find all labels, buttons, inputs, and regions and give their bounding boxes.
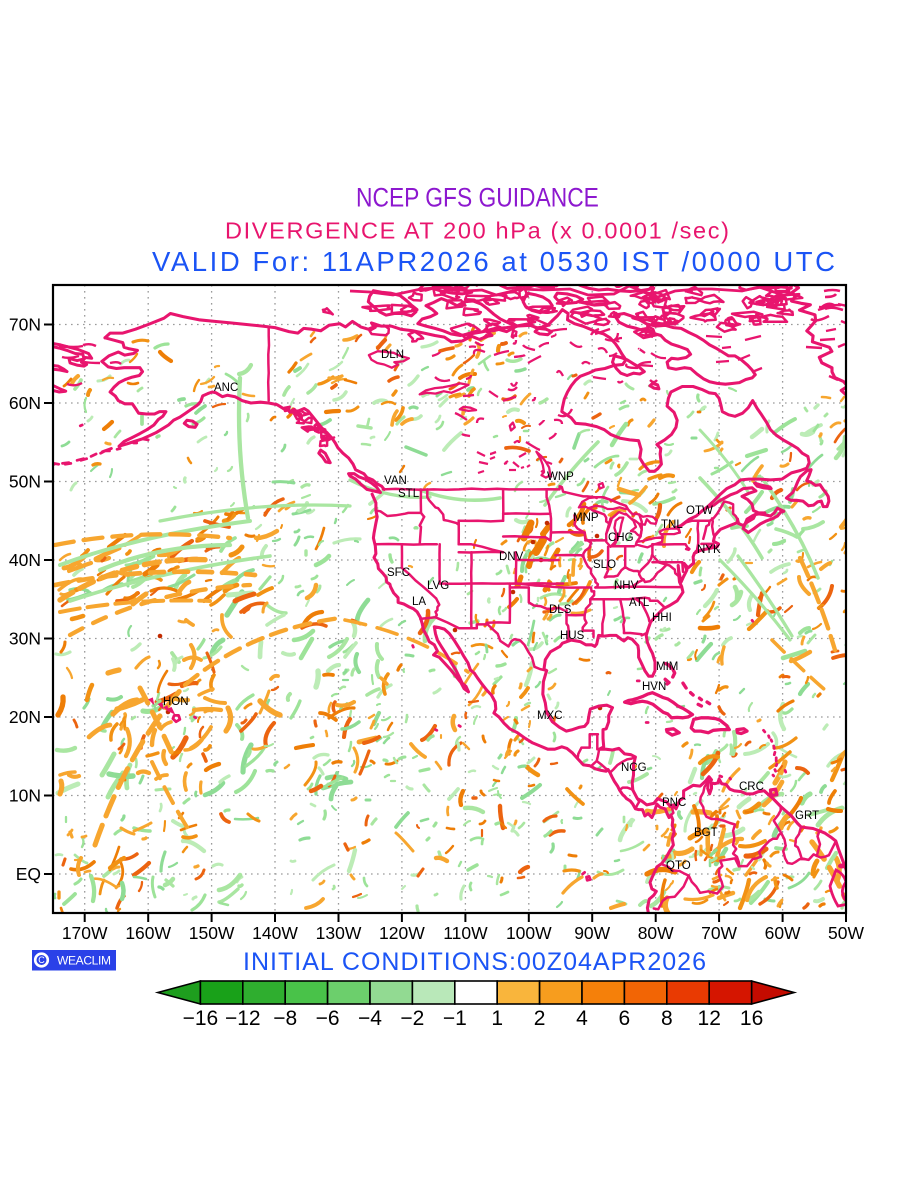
svg-text:WEACLIM: WEACLIM <box>57 954 111 968</box>
svg-text:PNC: PNC <box>662 797 686 809</box>
svg-text:60N: 60N <box>9 393 41 413</box>
svg-text:12: 12 <box>698 1007 721 1030</box>
svg-text:DLS: DLS <box>549 604 572 616</box>
svg-text:VALID For: 11APR2026 at 0530 I: VALID For: 11APR2026 at 0530 IST /0000 U… <box>152 246 835 277</box>
svg-text:NYK: NYK <box>697 544 721 556</box>
svg-text:VAN: VAN <box>384 475 407 487</box>
svg-text:160W: 160W <box>125 923 171 943</box>
svg-text:C: C <box>38 955 45 965</box>
svg-text:STL: STL <box>398 488 420 500</box>
svg-text:−1: −1 <box>443 1007 467 1030</box>
svg-text:6: 6 <box>619 1007 631 1030</box>
svg-text:NHV: NHV <box>614 580 639 592</box>
svg-text:60W: 60W <box>765 923 801 943</box>
svg-text:170W: 170W <box>62 923 108 943</box>
svg-text:HHI: HHI <box>652 612 672 624</box>
svg-text:LVG: LVG <box>427 580 449 592</box>
svg-text:150W: 150W <box>189 923 235 943</box>
svg-text:EQ: EQ <box>16 864 41 884</box>
svg-text:4: 4 <box>576 1007 588 1030</box>
svg-text:110W: 110W <box>443 923 488 943</box>
svg-text:50N: 50N <box>9 472 41 492</box>
svg-text:HON: HON <box>163 696 189 708</box>
svg-text:70N: 70N <box>9 315 41 335</box>
svg-text:DLN: DLN <box>381 349 404 361</box>
svg-text:70W: 70W <box>701 923 737 943</box>
svg-text:WNP: WNP <box>547 471 574 483</box>
svg-text:DIVERGENCE AT 200 hPa (x 0.000: DIVERGENCE AT 200 hPa (x 0.0001 /sec) <box>225 217 729 243</box>
svg-text:140W: 140W <box>252 923 298 943</box>
svg-text:−6: −6 <box>316 1007 340 1030</box>
svg-text:INITIAL CONDITIONS:00Z04APR202: INITIAL CONDITIONS:00Z04APR2026 <box>243 948 706 976</box>
svg-text:30N: 30N <box>9 629 41 649</box>
svg-text:MXC: MXC <box>537 710 563 722</box>
svg-text:TNL: TNL <box>661 519 683 531</box>
svg-text:20N: 20N <box>9 707 41 727</box>
svg-text:BGT: BGT <box>694 827 718 839</box>
svg-text:QTO: QTO <box>666 860 691 872</box>
svg-text:8: 8 <box>661 1007 673 1030</box>
svg-text:−4: −4 <box>358 1007 382 1030</box>
svg-text:90W: 90W <box>574 923 610 943</box>
svg-text:100W: 100W <box>506 923 552 943</box>
svg-text:16: 16 <box>740 1007 763 1030</box>
svg-text:120W: 120W <box>379 923 425 943</box>
svg-text:CRC: CRC <box>739 781 764 793</box>
svg-text:DNV: DNV <box>499 551 524 563</box>
svg-text:LA: LA <box>412 596 426 608</box>
svg-text:80W: 80W <box>638 923 674 943</box>
svg-text:NCEP GFS GUIDANCE: NCEP GFS GUIDANCE <box>356 183 599 213</box>
svg-text:−8: −8 <box>273 1007 297 1030</box>
svg-text:MNP: MNP <box>573 512 599 524</box>
svg-text:SFC: SFC <box>387 567 410 579</box>
svg-text:SLO: SLO <box>593 559 616 571</box>
svg-text:ANC: ANC <box>214 382 238 394</box>
svg-text:2: 2 <box>534 1007 546 1030</box>
svg-text:1: 1 <box>491 1007 503 1030</box>
svg-text:−2: −2 <box>400 1007 424 1030</box>
svg-text:HVN: HVN <box>642 681 666 693</box>
svg-text:HUS: HUS <box>560 630 585 642</box>
svg-text:50W: 50W <box>828 923 864 943</box>
svg-text:40N: 40N <box>9 550 41 570</box>
svg-text:MIM: MIM <box>656 661 678 673</box>
svg-text:CHG: CHG <box>608 532 634 544</box>
svg-text:10N: 10N <box>9 786 41 806</box>
svg-text:−12: −12 <box>225 1007 261 1030</box>
svg-text:ATL: ATL <box>629 597 650 609</box>
svg-text:130W: 130W <box>316 923 362 943</box>
svg-text:GRT: GRT <box>795 810 819 822</box>
svg-text:−16: −16 <box>183 1007 219 1030</box>
svg-text:OTW: OTW <box>686 505 713 517</box>
svg-text:NCG: NCG <box>621 762 647 774</box>
